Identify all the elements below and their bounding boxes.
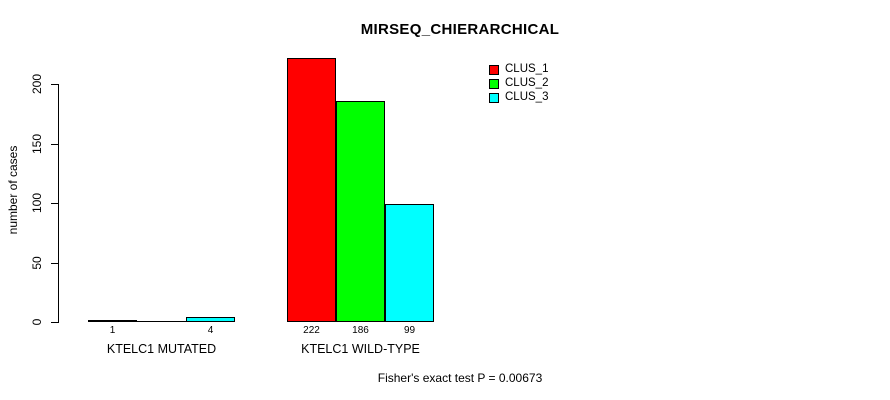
legend-label-clus_3: CLUS_3: [505, 91, 549, 103]
legend-swatch-clus_3: [489, 93, 499, 103]
y-axis-tick-label: 50: [30, 256, 44, 270]
bar-value-label: 4: [207, 325, 214, 336]
legend-label-clus_2: CLUS_2: [505, 77, 549, 89]
y-axis-tick-label: 100: [30, 192, 44, 214]
y-axis-tick: [51, 263, 58, 264]
category-label: KTELC1 WILD-TYPE: [301, 342, 420, 356]
y-axis-tick: [51, 203, 58, 204]
fisher-test-annotation: Fisher's exact test P = 0.00673: [377, 371, 543, 385]
bar-clus_1: [88, 320, 137, 322]
legend-swatch-clus_1: [489, 65, 499, 75]
y-axis-tick: [51, 144, 58, 145]
bar-value-label: 222: [303, 325, 320, 336]
bar-clus_1: [287, 58, 336, 322]
y-axis-tick: [51, 322, 58, 323]
y-axis-tick-label: 200: [30, 73, 44, 95]
y-axis-title: number of cases: [6, 145, 20, 235]
category-label: KTELC1 MUTATED: [106, 342, 217, 356]
legend-swatch-clus_2: [489, 79, 499, 89]
chart-title: MIRSEQ_CHIERARCHICAL: [360, 21, 560, 38]
bar-clus_2: [336, 101, 385, 322]
y-axis-tick-label: 150: [30, 133, 44, 155]
bar-value-label: 1: [109, 325, 116, 336]
bar-clus_3: [186, 317, 235, 322]
y-axis-tick-label: 0: [30, 318, 44, 326]
y-axis-tick: [51, 84, 58, 85]
bar-value-label: 99: [403, 325, 416, 336]
legend-label-clus_1: CLUS_1: [505, 63, 549, 75]
bar-value-label: 186: [352, 325, 369, 336]
y-axis-line: [58, 84, 59, 323]
bar-clus_2-zero: [137, 321, 186, 322]
bar-clus_3: [385, 204, 434, 322]
